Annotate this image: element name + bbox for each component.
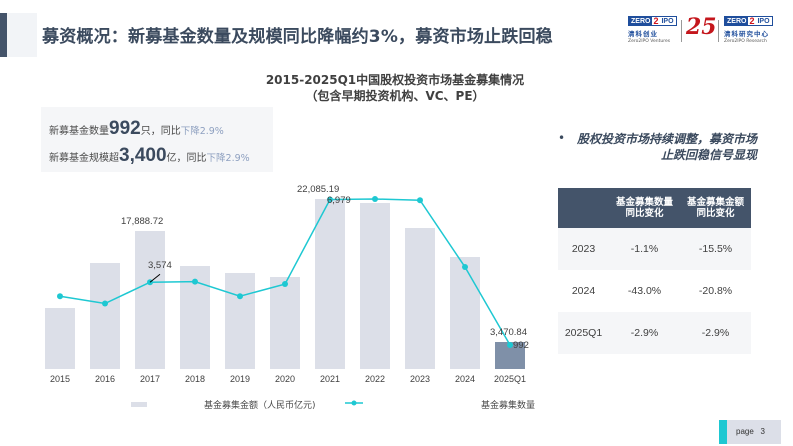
line-value-label: 992 xyxy=(513,340,529,351)
yoy-change-table: 基金募集数量 同比变化 基金募集金额 同比变化 2023 -1.1% -15.5% … xyxy=(558,188,751,354)
table-header-row: 基金募集数量 同比变化 基金募集金额 同比变化 xyxy=(558,188,751,228)
bar-2023 xyxy=(405,228,435,369)
page-title: 募资概况：新募基金数量及规模同比降幅约3%，募资市场止跌回稳 xyxy=(42,27,553,47)
table-cell-amount-change: -2.9% xyxy=(680,312,751,354)
bar-2022 xyxy=(360,202,390,369)
line-value-label: 3,574 xyxy=(148,260,172,272)
zero2ipo-ventures-logo: ZERO 2 IPO 清科创业 Zero2IPO Ventures xyxy=(628,16,677,44)
table-cell-amount-change: -20.8% xyxy=(698,285,733,297)
logo-divider xyxy=(718,20,719,42)
table-header-count-change: 基金募集数量 同比变化 xyxy=(609,188,680,228)
x-axis-label: 2018 xyxy=(184,374,206,384)
table-row: 2025Q1 -2.9% -2.9% xyxy=(558,312,751,354)
table-cell-year: 2024 xyxy=(571,285,596,297)
x-axis-label: 2024 xyxy=(454,374,476,384)
fund-count-line xyxy=(57,196,513,348)
table-cell-count-change: -43.0% xyxy=(627,285,662,297)
logo-divider xyxy=(681,20,682,42)
x-axis-label: 2025Q1 xyxy=(493,374,527,384)
zero2ipo-research-logo: ZERO 2 IPO 清科研究中心 Zero2IPO Research xyxy=(724,16,773,44)
x-axis-label: 2022 xyxy=(364,374,386,384)
x-axis-label: 2021 xyxy=(319,374,341,384)
bar-2017 xyxy=(135,231,165,369)
legend-bar-label: 基金募集金额（人民币亿元) xyxy=(204,401,316,411)
x-axis-label: 2019 xyxy=(229,374,251,384)
anniversary-25-logo: 25 xyxy=(686,14,717,40)
stats-summary-box: 新募基金数量992只，同比下降2.9% 新募基金规模超3,400亿，同比下降2.… xyxy=(41,107,273,172)
fundraising-combo-chart: 2015 2016 2017 2018 2019 2020 2021 2022 2023 2024… xyxy=(45,184,529,384)
title-accent-bg xyxy=(7,13,37,57)
page-indicator: page 3 xyxy=(719,420,781,444)
bar-2016 xyxy=(90,262,120,369)
bar-value-label: 17,888.72 xyxy=(121,216,164,228)
table-row: 2023 -1.1% -15.5% xyxy=(558,228,751,270)
bar-value-label: 3,470.84 xyxy=(490,327,527,339)
table-cell-count-change: -1.1% xyxy=(609,228,680,270)
title-accent-bar xyxy=(0,13,7,57)
bullet-icon: • xyxy=(558,131,566,145)
stat-fund-count: 新募基金数量992只，同比下降2.9% xyxy=(49,118,224,139)
legend-line-label: 基金募集数量 xyxy=(481,401,536,411)
bullet-text: 股权投资市场持续调整，募资市场止跌回稳信号显现 xyxy=(577,132,758,162)
table-cell-year: 2025Q1 xyxy=(558,312,609,354)
chart-title: 2015-2025Q1中国股权投资市场基金募集情况 （包含早期投资机构、VC、P… xyxy=(265,73,525,103)
table-row: 2024 -43.0% -20.8% xyxy=(558,270,751,312)
bar-2020 xyxy=(270,276,300,369)
table-cell-amount-change: -15.5% xyxy=(680,228,751,270)
table-cell-year: 2023 xyxy=(558,228,609,270)
page-accent xyxy=(719,420,727,444)
legend-line-swatch xyxy=(345,400,363,406)
x-axis-label: 2016 xyxy=(94,374,116,384)
bar-2024 xyxy=(450,256,480,369)
x-axis-label: 2017 xyxy=(139,374,161,384)
bar-2015 xyxy=(45,308,75,369)
x-axis-label: 2020 xyxy=(274,374,296,384)
line-value-label: 6,979 xyxy=(327,194,351,206)
bar-2021 xyxy=(315,199,345,369)
x-axis-label: 2015 xyxy=(49,374,71,384)
bar-value-label: 22,085.19 xyxy=(297,184,340,195)
x-axis-label: 2023 xyxy=(409,374,431,384)
logo-group: ZERO 2 IPO 清科创业 Zero2IPO Ventures 25 ZER… xyxy=(628,14,773,50)
table-cell-count-change: -2.9% xyxy=(609,312,680,354)
bar-2019 xyxy=(225,272,255,369)
table-header-empty xyxy=(558,188,609,228)
table-header-amount-change: 基金募集金额 同比变化 xyxy=(680,188,751,228)
stat-fund-size: 新募基金规模超3,400亿，同比下降2.9% xyxy=(49,145,250,166)
legend-bar-swatch xyxy=(131,402,147,407)
